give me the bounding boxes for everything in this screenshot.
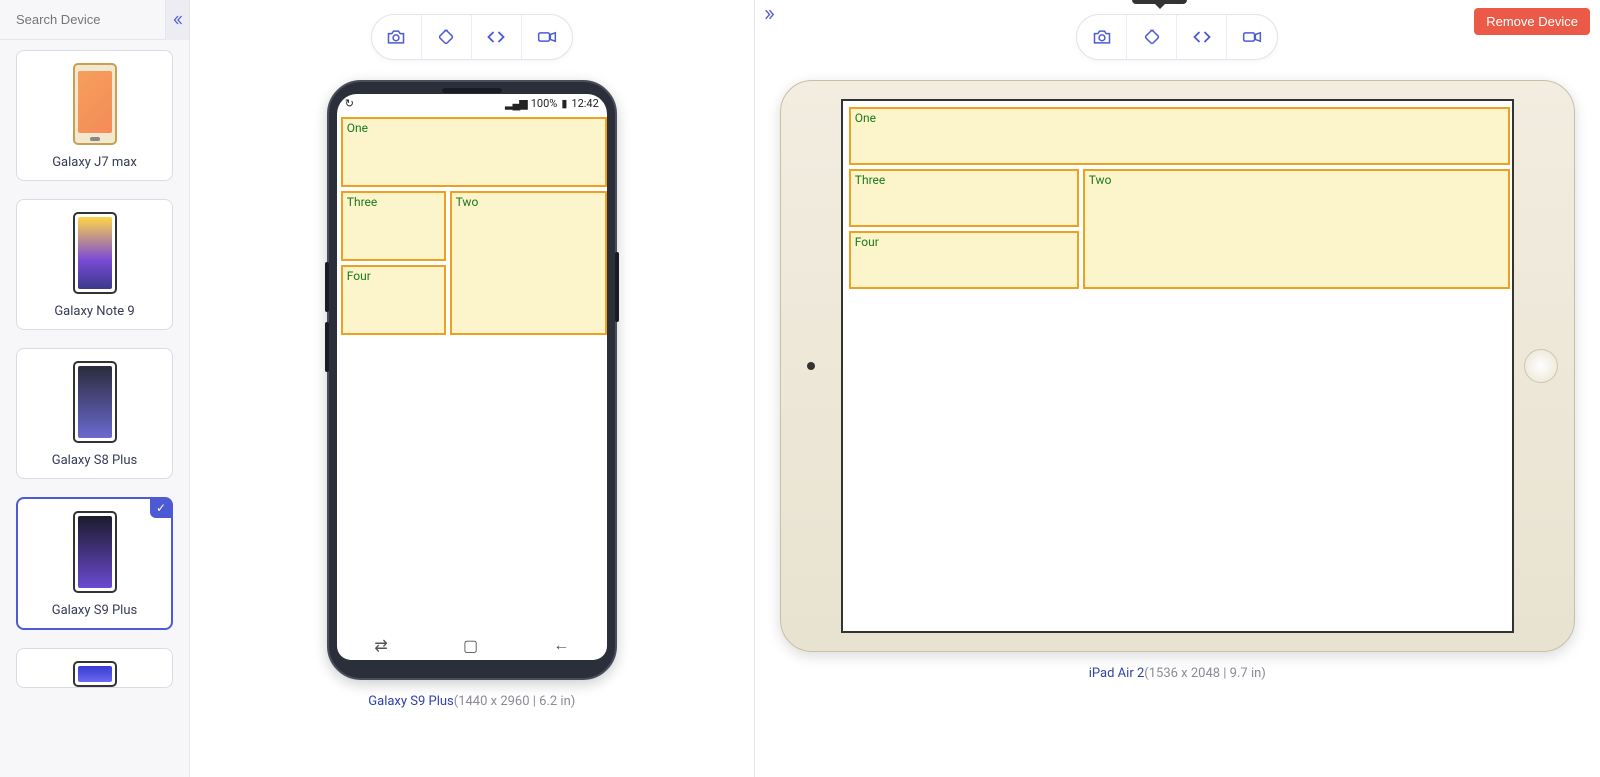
box-four: Four	[341, 265, 446, 335]
device-card-galaxy-s8-plus[interactable]: Galaxy S8 Plus	[16, 348, 173, 479]
ipad-home-button[interactable]	[1524, 349, 1558, 383]
device-sidebar: Galaxy J7 max Galaxy Note 9 Galaxy S8 Pl…	[0, 0, 190, 777]
box-one: One	[849, 107, 1510, 165]
device-card-galaxy-s9-plus[interactable]: ✓ Galaxy S9 Plus	[16, 497, 173, 630]
home-icon[interactable]: ▢	[463, 636, 478, 655]
box-three: Three	[849, 169, 1079, 227]
rotate-icon	[436, 27, 456, 47]
chevron-right-double-icon	[763, 8, 776, 21]
rotate-button[interactable]	[422, 15, 472, 59]
selected-check-icon: ✓	[150, 498, 172, 518]
panel-phone: ↻ ▂▄▆ 100% ▮ 12:42 One Three Two Four	[190, 0, 754, 777]
battery-pct: 100%	[531, 97, 558, 110]
rotate-button[interactable]	[1127, 15, 1177, 59]
recents-icon[interactable]: ⇄	[374, 636, 387, 655]
rotate-icon	[1142, 27, 1162, 47]
app-content: One Three Two Four	[849, 107, 1506, 289]
code-icon	[1191, 27, 1213, 47]
device-list: Galaxy J7 max Galaxy Note 9 Galaxy S8 Pl…	[0, 40, 189, 777]
back-icon[interactable]: ←	[553, 635, 569, 655]
device-label: Galaxy J7 max	[52, 155, 137, 170]
video-icon	[1242, 27, 1262, 47]
device-caption: Galaxy S9 Plus(1440 x 2960 | 6.2 in)	[368, 694, 575, 709]
battery-icon: ▮	[561, 97, 567, 110]
video-icon	[537, 27, 557, 47]
device-name: Galaxy S9 Plus	[368, 694, 453, 709]
device-thumb	[73, 361, 117, 443]
code-icon	[485, 27, 507, 47]
search-row	[0, 0, 189, 40]
devtools-button[interactable]	[472, 15, 522, 59]
android-nav-bar: ⇄ ▢ ←	[337, 630, 607, 660]
device-thumb	[73, 63, 117, 145]
phone-screen: ↻ ▂▄▆ 100% ▮ 12:42 One Three Two Four	[337, 94, 607, 660]
ipad-screen: One Three Two Four	[841, 99, 1514, 633]
screenshot-button[interactable]	[372, 15, 422, 59]
box-three: Three	[341, 191, 446, 261]
device-label: Galaxy S8 Plus	[52, 453, 137, 468]
device-spec: (1440 x 2960 | 6.2 in)	[454, 694, 576, 709]
phone-frame: ↻ ▂▄▆ 100% ▮ 12:42 One Three Two Four	[327, 80, 617, 680]
box-two: Two	[450, 191, 607, 335]
device-card-galaxy-j7-max[interactable]: Galaxy J7 max	[16, 50, 173, 181]
device-spec: (1536 x 2048 | 9.7 in)	[1144, 666, 1266, 681]
clock: 12:42	[571, 97, 598, 110]
devtools-button[interactable]	[1177, 15, 1227, 59]
camera-icon	[386, 27, 406, 47]
ipad-frame: One Three Two Four	[780, 80, 1575, 652]
device-label: Galaxy S9 Plus	[52, 603, 137, 618]
status-bar: ↻ ▂▄▆ 100% ▮ 12:42	[337, 94, 607, 113]
box-two: Two	[1083, 169, 1510, 289]
ipad-camera	[807, 362, 815, 370]
device-toolbar	[371, 14, 573, 60]
collapse-sidebar-button[interactable]	[165, 0, 189, 40]
box-one: One	[341, 117, 607, 187]
rotate-tooltip: Rotate	[1132, 0, 1187, 4]
loading-icon: ↻	[345, 97, 354, 110]
device-card-partial[interactable]	[16, 648, 173, 688]
device-caption: iPad Air 2(1536 x 2048 | 9.7 in)	[1089, 666, 1266, 681]
record-button[interactable]	[1227, 15, 1277, 59]
screenshot-button[interactable]	[1077, 15, 1127, 59]
device-toolbar	[1076, 14, 1278, 60]
device-name: iPad Air 2	[1089, 666, 1145, 681]
app-content: One Three Two Four	[337, 113, 607, 376]
expand-panel-button[interactable]	[763, 8, 776, 21]
device-thumb	[73, 212, 117, 294]
chevron-left-double-icon	[172, 14, 184, 26]
panel-tablet: Remove Device Rotate	[755, 0, 1600, 777]
device-card-galaxy-note-9[interactable]: Galaxy Note 9	[16, 199, 173, 330]
box-four: Four	[849, 231, 1079, 289]
workspace: ↻ ▂▄▆ 100% ▮ 12:42 One Three Two Four	[190, 0, 1600, 777]
device-thumb	[73, 511, 117, 593]
device-label: Galaxy Note 9	[54, 304, 134, 319]
remove-device-button[interactable]: Remove Device	[1474, 8, 1590, 35]
toolbar-wrapper: Rotate	[1076, 14, 1278, 80]
device-thumb	[73, 661, 117, 687]
signal-icon: ▂▄▆	[505, 97, 527, 110]
record-button[interactable]	[522, 15, 572, 59]
camera-icon	[1092, 27, 1112, 47]
